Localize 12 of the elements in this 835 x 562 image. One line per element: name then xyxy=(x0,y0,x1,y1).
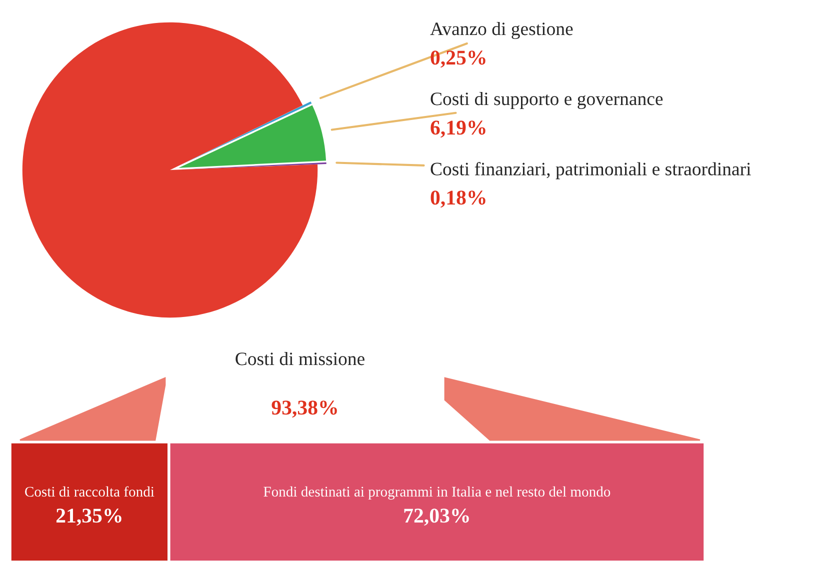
slice-label: Avanzo di gestione xyxy=(430,22,573,40)
data-label: 6,19% xyxy=(430,120,486,138)
data-label: 93,38% xyxy=(272,400,337,418)
slice-label: Costi di supporto e governance xyxy=(430,92,663,110)
data-label: 0,18% xyxy=(430,190,486,208)
slice-label: Costi finanziari, patrimoniali e straordinari xyxy=(430,162,751,180)
series-label: Costi di raccolta fondi xyxy=(25,486,154,497)
data-label: 21,35% xyxy=(56,508,122,526)
data-label: 72,03% xyxy=(404,508,469,526)
series-label: Fondi destinati ai programmi in Italia e nel resto del mondo xyxy=(264,486,610,500)
data-label: 0,25% xyxy=(430,50,486,68)
slice-label: Costi di missione xyxy=(236,352,364,366)
